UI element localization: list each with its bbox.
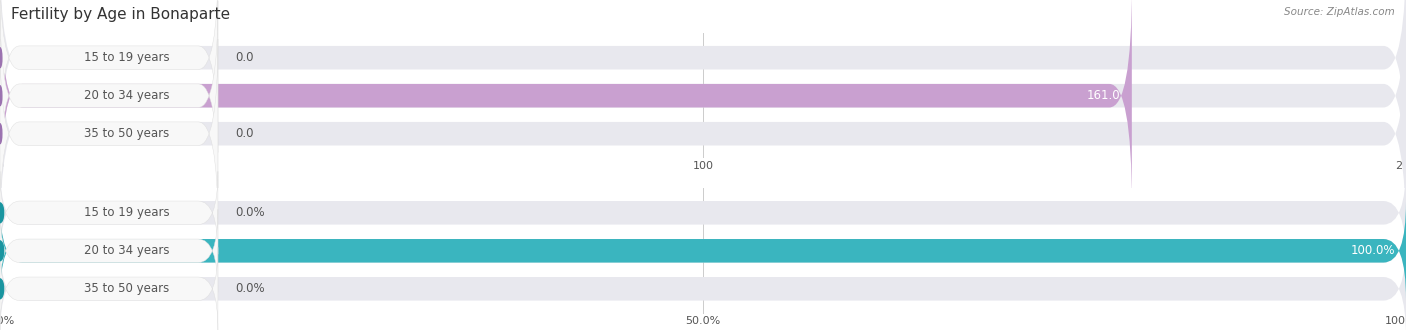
Text: 100.0%: 100.0%: [1350, 244, 1395, 257]
Circle shape: [0, 124, 1, 144]
FancyBboxPatch shape: [0, 171, 218, 254]
FancyBboxPatch shape: [0, 0, 1406, 206]
Text: Source: ZipAtlas.com: Source: ZipAtlas.com: [1284, 7, 1395, 16]
Text: 0.0%: 0.0%: [235, 206, 264, 219]
FancyBboxPatch shape: [0, 39, 218, 228]
Text: 20 to 34 years: 20 to 34 years: [83, 89, 169, 102]
Text: Fertility by Age in Bonaparte: Fertility by Age in Bonaparte: [11, 7, 231, 21]
Text: 0.0%: 0.0%: [235, 282, 264, 295]
Text: 20 to 34 years: 20 to 34 years: [83, 244, 169, 257]
Circle shape: [0, 48, 1, 68]
Text: 35 to 50 years: 35 to 50 years: [84, 127, 169, 140]
FancyBboxPatch shape: [0, 202, 1406, 300]
Text: 15 to 19 years: 15 to 19 years: [83, 51, 169, 64]
Text: 161.0: 161.0: [1087, 89, 1121, 102]
FancyBboxPatch shape: [0, 0, 1132, 206]
Circle shape: [0, 203, 4, 223]
FancyBboxPatch shape: [0, 209, 218, 292]
Text: 15 to 19 years: 15 to 19 years: [83, 206, 169, 219]
Circle shape: [0, 86, 1, 106]
FancyBboxPatch shape: [0, 24, 1406, 244]
Circle shape: [0, 241, 4, 261]
FancyBboxPatch shape: [0, 164, 1406, 262]
FancyBboxPatch shape: [0, 202, 1406, 300]
Circle shape: [0, 279, 4, 299]
Text: 35 to 50 years: 35 to 50 years: [84, 282, 169, 295]
FancyBboxPatch shape: [0, 1, 218, 190]
FancyBboxPatch shape: [0, 248, 218, 330]
FancyBboxPatch shape: [0, 240, 1406, 330]
FancyBboxPatch shape: [0, 0, 1406, 168]
Text: 0.0: 0.0: [235, 51, 253, 64]
FancyBboxPatch shape: [0, 0, 218, 152]
Text: 0.0: 0.0: [235, 127, 253, 140]
